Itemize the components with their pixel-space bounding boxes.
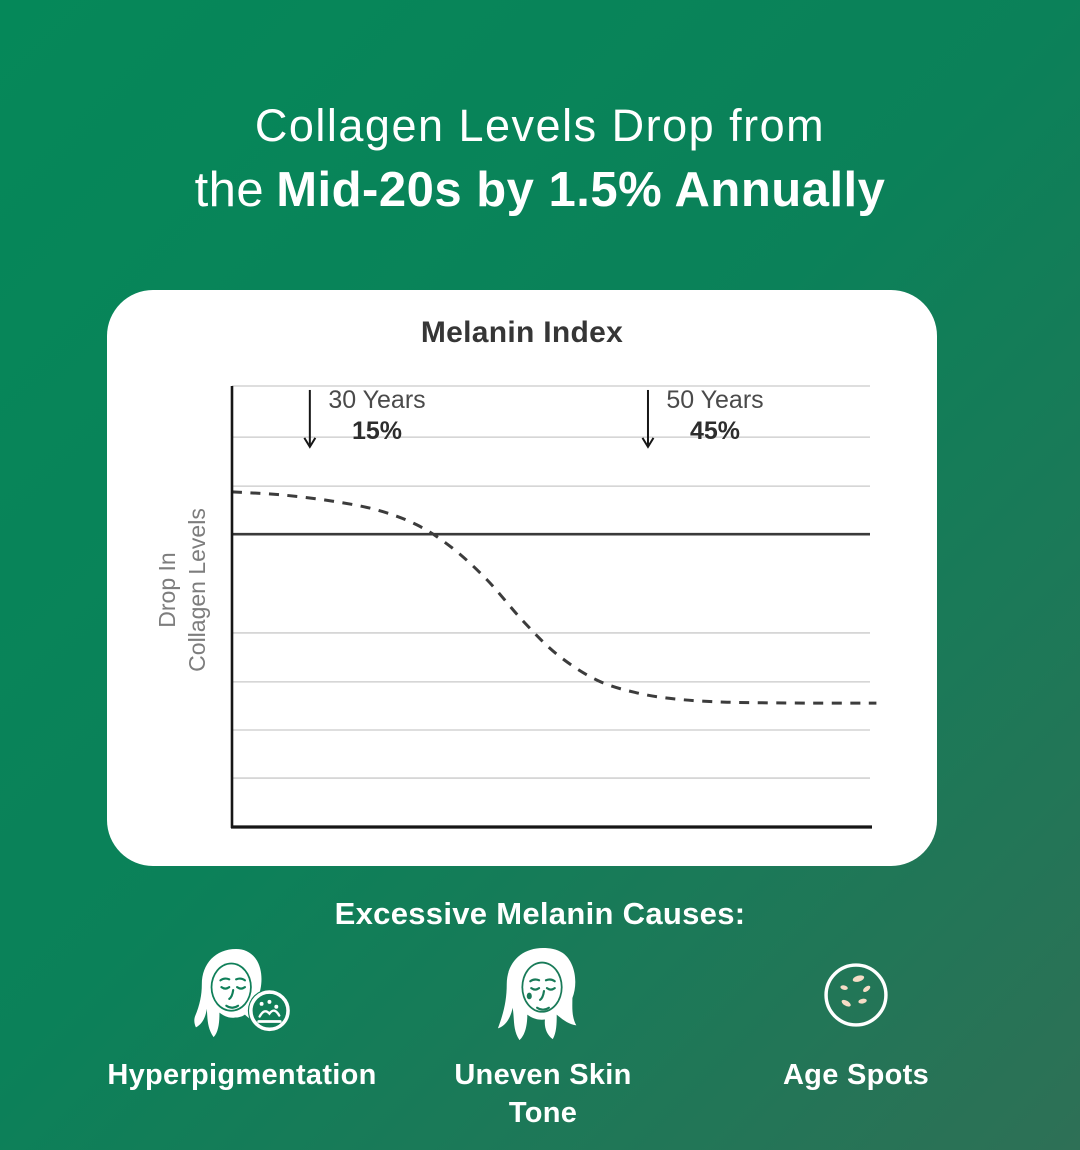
header: Collagen Levels Drop from the Mid-20s by …	[0, 100, 1080, 218]
annotation-arrow-head	[303, 437, 317, 449]
cause-item-age-spots: Age Spots	[716, 945, 996, 1095]
cause-label-hyperpigmentation: Hyperpigmentation	[107, 1059, 377, 1091]
age-spots-icon	[815, 945, 897, 1045]
hyperpigmentation-icon	[187, 945, 297, 1045]
annotation-arrow-head	[641, 437, 655, 449]
annotation-50-years-value: 45%	[689, 416, 741, 445]
header-line2: the Mid-20s by 1.5% Annually	[0, 162, 1080, 218]
annotation-30-years-label: 30 Years	[328, 386, 426, 414]
uneven-skin-tone-icon	[494, 945, 592, 1045]
collagen-curve	[231, 490, 877, 705]
annotation-30-years-value: 15%	[351, 416, 403, 445]
annotation-30-years: 30 Years 15%	[317, 386, 437, 446]
cause-label-age-spots: Age Spots	[782, 1059, 930, 1091]
y-axis-label-line1: Drop In	[154, 552, 181, 628]
header-line1: Collagen Levels Drop from	[254, 100, 826, 151]
causes-title: Excessive Melanin Causes:	[334, 896, 746, 931]
annotation-50-years: 50 Years 45%	[655, 386, 775, 446]
annotation-50-years-label: 50 Years	[666, 386, 764, 414]
chart-card: Melanin Index 30 Years 15% 50 Years 45% …	[107, 290, 937, 866]
y-axis-label: Drop In Collagen Levels	[153, 508, 213, 672]
header-line2-bold: Mid-20s by 1.5% Annually	[276, 163, 886, 217]
cause-label-uneven-skin-tone: Uneven Skin Tone	[454, 1059, 632, 1129]
chart-title: Melanin Index	[420, 316, 624, 349]
y-axis-label-line2: Collagen Levels	[184, 508, 210, 672]
cause-item-uneven-skin-tone: Uneven Skin Tone	[413, 945, 673, 1132]
cause-item-hyperpigmentation: Hyperpigmentation	[82, 945, 402, 1095]
chart-svg	[230, 385, 877, 829]
header-line2-light: the	[194, 163, 265, 217]
